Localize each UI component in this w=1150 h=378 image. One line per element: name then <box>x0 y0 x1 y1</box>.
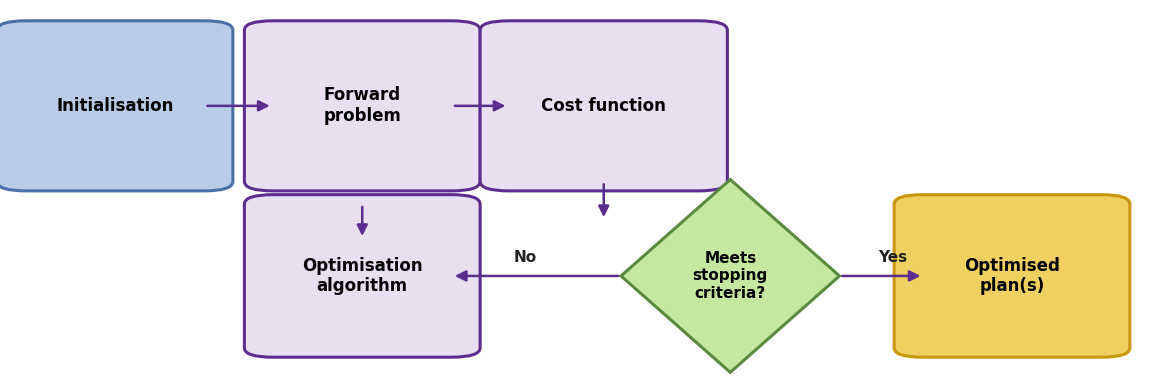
FancyBboxPatch shape <box>244 195 481 357</box>
Text: Optimised
plan(s): Optimised plan(s) <box>964 257 1060 295</box>
Text: Meets
stopping
criteria?: Meets stopping criteria? <box>692 251 768 301</box>
Text: Yes: Yes <box>879 249 907 265</box>
FancyBboxPatch shape <box>0 21 233 191</box>
FancyBboxPatch shape <box>244 21 481 191</box>
FancyBboxPatch shape <box>895 195 1129 357</box>
Text: Cost function: Cost function <box>542 97 666 115</box>
FancyBboxPatch shape <box>481 21 728 191</box>
Text: No: No <box>513 249 537 265</box>
Text: Optimisation
algorithm: Optimisation algorithm <box>302 257 422 295</box>
Text: Initialisation: Initialisation <box>56 97 174 115</box>
Text: Forward
problem: Forward problem <box>323 87 401 125</box>
Polygon shape <box>621 180 840 372</box>
